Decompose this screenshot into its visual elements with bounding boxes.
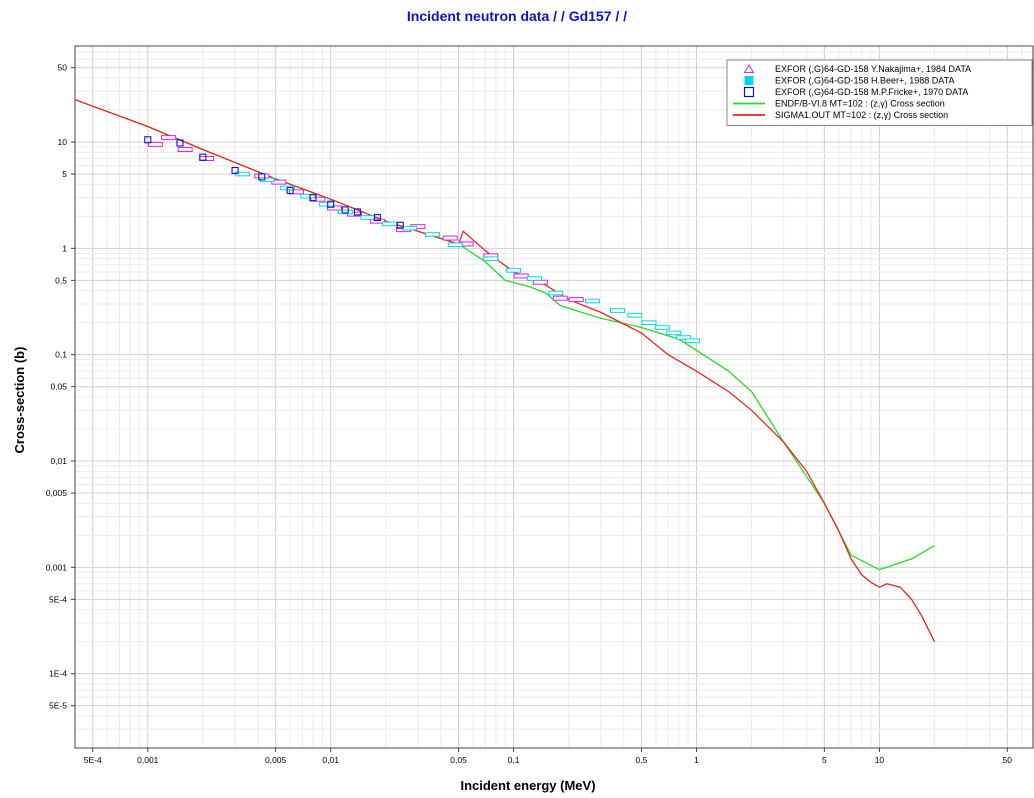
y-tick-label: 10 bbox=[58, 137, 68, 147]
plot-area bbox=[74, 45, 1034, 749]
y-tick-label: 0,001 bbox=[46, 562, 68, 572]
y-tick-label: 1E-4 bbox=[49, 669, 67, 679]
y-tick-label: 0,01 bbox=[50, 456, 67, 466]
y-tick-label: 1 bbox=[62, 243, 67, 253]
data-point-box bbox=[526, 276, 542, 281]
data-point-box bbox=[319, 201, 335, 207]
data-point-box bbox=[610, 308, 626, 313]
data-point bbox=[309, 194, 317, 202]
data-point bbox=[231, 166, 239, 175]
data-point-box bbox=[327, 205, 343, 211]
data-point-box bbox=[627, 312, 643, 318]
x-tick-label: 0,05 bbox=[450, 755, 467, 765]
data-point bbox=[176, 139, 184, 147]
legend-box bbox=[726, 59, 1033, 126]
data-point-box bbox=[310, 196, 326, 202]
x-tick-label: 5 bbox=[822, 755, 827, 765]
legend-open-square-icon bbox=[743, 86, 755, 98]
data-point-box bbox=[666, 330, 682, 336]
y-tick-label: 0,1 bbox=[55, 350, 67, 360]
data-point bbox=[341, 206, 349, 214]
y-tick-label: 5 bbox=[62, 169, 67, 179]
data-point-box bbox=[177, 147, 193, 153]
x-tick-label: 0,01 bbox=[322, 755, 339, 765]
data-point bbox=[373, 213, 381, 222]
legend: EXFOR (,G)64-GD-158 Y.Nakajima+, 1984 DA… bbox=[726, 59, 1033, 126]
data-point-box bbox=[483, 256, 499, 261]
data-point-box bbox=[513, 273, 529, 279]
data-point-box bbox=[684, 338, 700, 344]
y-tick-label: 0,05 bbox=[50, 382, 67, 392]
x-tick-label: 0,001 bbox=[137, 755, 159, 765]
legend-triangle-icon bbox=[743, 64, 755, 73]
data-point-box bbox=[568, 297, 584, 303]
data-point bbox=[199, 153, 207, 161]
data-point-box bbox=[337, 209, 353, 215]
data-point-box bbox=[447, 242, 463, 248]
data-point-box bbox=[552, 295, 568, 301]
x-tick-label: 50 bbox=[1003, 755, 1013, 765]
y-tick-label: 0,005 bbox=[46, 488, 68, 498]
data-point-box bbox=[402, 225, 418, 231]
x-axis-title: Incident energy (MeV) bbox=[460, 778, 595, 793]
axis-ticks: 5E-4 0,001 0,005 0,01 0,05 0,1 0,5 1 5 10 50 50 10 5 1… bbox=[46, 63, 1013, 765]
legend-filled-square-icon bbox=[744, 76, 754, 85]
data-point-box bbox=[288, 189, 304, 195]
data-point-box bbox=[654, 325, 670, 330]
data-point bbox=[396, 221, 404, 229]
y-axis-title: Cross-section (b) bbox=[12, 347, 27, 454]
data-point-box bbox=[676, 335, 692, 340]
data-point-box bbox=[506, 268, 522, 273]
data-point-box bbox=[382, 221, 398, 227]
x-tick-label: 5E-4 bbox=[84, 755, 102, 765]
data-point-box bbox=[161, 135, 177, 141]
series-markers bbox=[144, 136, 404, 229]
data-point bbox=[144, 136, 152, 144]
x-tick-label: 0,5 bbox=[636, 755, 648, 765]
chart-title: Incident neutron data / / Gd157 / / bbox=[407, 8, 627, 24]
legend-label: EXFOR (,G)64-GD-158 M.P.Fricke+, 1970 DA… bbox=[775, 87, 968, 97]
series-layer bbox=[74, 99, 936, 642]
series-markers bbox=[147, 135, 584, 303]
data-point-box bbox=[235, 171, 251, 177]
legend-label: SIGMA1.OUT MT=102 : (z,γ) Cross section bbox=[775, 110, 948, 120]
x-tick-label: 1 bbox=[694, 755, 699, 765]
data-point-box bbox=[442, 235, 458, 241]
data-point bbox=[258, 173, 266, 181]
data-point bbox=[286, 186, 294, 195]
data-point-box bbox=[254, 173, 270, 179]
y-tick-label: 5E-4 bbox=[49, 594, 67, 604]
legend-label: EXFOR (,G)64-GD-158 Y.Nakajima+, 1984 DA… bbox=[775, 64, 971, 74]
series-line bbox=[74, 99, 936, 642]
data-point-box bbox=[585, 298, 601, 304]
data-point-box bbox=[424, 232, 440, 237]
y-tick-label: 5E-5 bbox=[49, 701, 67, 711]
y-tick-label: 0,5 bbox=[55, 275, 67, 285]
x-tick-label: 10 bbox=[875, 755, 885, 765]
data-point-box bbox=[641, 320, 657, 325]
data-point-box bbox=[300, 193, 316, 199]
data-point bbox=[327, 200, 335, 208]
x-tick-label: 0,1 bbox=[508, 755, 520, 765]
data-point-box bbox=[369, 218, 385, 224]
legend-label: ENDF/B-VI.8 MT=102 : (z,γ) Cross section bbox=[775, 99, 945, 109]
y-tick-label: 50 bbox=[58, 63, 68, 73]
data-point-box bbox=[147, 141, 163, 147]
data-point-box bbox=[360, 215, 376, 220]
data-point bbox=[353, 208, 361, 216]
data-point-box bbox=[548, 290, 564, 296]
legend-label: EXFOR (,G)64-GD-158 H.Beer+, 1988 DATA bbox=[775, 76, 954, 86]
x-tick-label: 0,005 bbox=[265, 755, 287, 765]
